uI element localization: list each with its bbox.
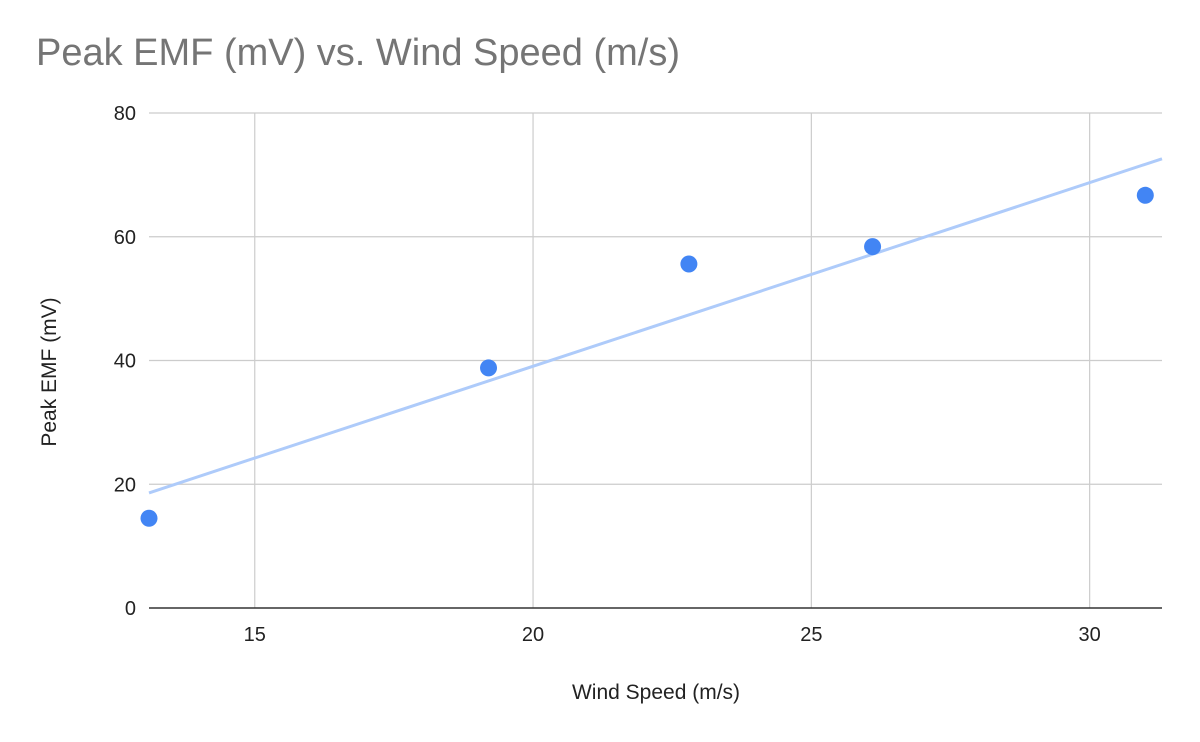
y-axis-label: Peak EMF (mV) (38, 297, 61, 446)
data-point (480, 359, 498, 377)
y-gridlines (149, 112, 1162, 485)
y-tick-labels: 0 20 40 60 80 (114, 103, 136, 620)
data-point (140, 509, 158, 527)
x-tick-labels: 15 20 25 30 (244, 624, 1101, 646)
x-axis-label: Wind Speed (m/s) (572, 681, 740, 704)
data-points (140, 186, 1154, 527)
chart-title: Peak EMF (mV) vs. Wind Speed (m/s) (36, 32, 681, 74)
data-point (1136, 186, 1154, 204)
x-tick-label: 20 (522, 624, 544, 646)
trendline (148, 157, 1163, 495)
data-point (864, 238, 882, 256)
y-tick-label: 40 (114, 351, 136, 373)
x-tick-label: 30 (1079, 624, 1101, 646)
y-tick-label: 20 (114, 474, 136, 496)
trendline-group (148, 157, 1163, 495)
data-point (680, 255, 698, 273)
y-tick-label: 0 (125, 598, 136, 620)
y-tick-label: 60 (114, 227, 136, 249)
x-tick-label: 15 (244, 624, 266, 646)
x-tick-label: 25 (800, 624, 822, 646)
y-tick-label: 80 (114, 103, 136, 125)
